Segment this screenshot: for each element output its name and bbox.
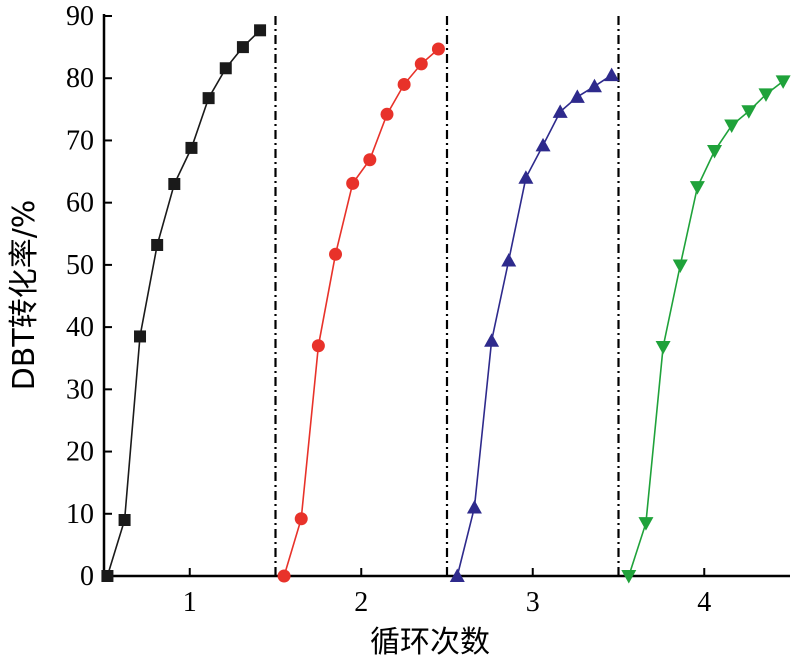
series-4-point bbox=[672, 259, 688, 274]
y-tick-label: 50 bbox=[66, 250, 94, 281]
series-3 bbox=[449, 67, 620, 582]
series-4-line bbox=[628, 80, 784, 577]
axes bbox=[102, 14, 790, 578]
series-2-point bbox=[346, 176, 360, 190]
series-4-point bbox=[655, 341, 671, 355]
series-3-point bbox=[484, 333, 500, 347]
series-4-point bbox=[724, 119, 740, 134]
series-2 bbox=[277, 42, 445, 583]
series-2-point bbox=[329, 247, 343, 261]
series-2-point bbox=[311, 339, 325, 353]
series-2-point bbox=[363, 153, 377, 167]
y-tick-label: 90 bbox=[66, 1, 94, 32]
series-2-point bbox=[431, 42, 445, 56]
y-tick-label: 40 bbox=[66, 312, 94, 343]
y-tick-label: 0 bbox=[80, 561, 94, 592]
x-tick-label: 3 bbox=[526, 587, 540, 618]
series-2-point bbox=[277, 569, 291, 583]
series-3-line bbox=[456, 74, 613, 577]
series-1-point bbox=[254, 24, 267, 37]
x-axis-title: 循环次数 bbox=[370, 625, 490, 660]
series-3-point bbox=[586, 78, 602, 93]
series-3-point bbox=[449, 568, 465, 582]
series-1-point bbox=[202, 92, 215, 105]
series-1-point bbox=[168, 178, 181, 190]
series-2-point bbox=[414, 57, 428, 71]
series-2-point bbox=[294, 512, 308, 526]
series-1-point bbox=[151, 238, 164, 251]
y-tick-label: 10 bbox=[66, 499, 94, 530]
series-4-point bbox=[741, 105, 757, 119]
series-1-line bbox=[106, 29, 261, 577]
series-3-point bbox=[569, 89, 585, 103]
series-4 bbox=[621, 75, 791, 584]
series-4-point bbox=[775, 75, 791, 89]
series-1-point bbox=[101, 570, 114, 582]
series-1-point bbox=[134, 330, 147, 343]
data-series bbox=[101, 24, 791, 584]
y-axis-title: DBT转化率/% bbox=[7, 200, 42, 391]
x-tick-label: 4 bbox=[697, 587, 711, 618]
series-3-point bbox=[466, 500, 482, 514]
series-1 bbox=[101, 24, 267, 582]
x-tick-label: 2 bbox=[354, 587, 368, 618]
y-tick-label: 30 bbox=[66, 374, 94, 405]
y-tick-label: 20 bbox=[66, 437, 94, 468]
series-4-point bbox=[758, 88, 774, 102]
series-4-point bbox=[689, 181, 705, 195]
y-tick-label: 60 bbox=[66, 188, 94, 219]
series-2-point bbox=[397, 77, 411, 91]
series-4-point bbox=[621, 570, 637, 584]
series-4-point bbox=[638, 517, 654, 531]
series-1-point bbox=[236, 41, 249, 54]
series-4-point bbox=[707, 145, 723, 159]
x-axis-ticks: 1 2 3 4 bbox=[183, 568, 711, 618]
cycle-separators bbox=[274, 16, 620, 576]
series-2-point bbox=[380, 107, 394, 121]
series-1-point bbox=[118, 514, 131, 526]
series-1-point bbox=[219, 62, 232, 75]
series-2-line bbox=[283, 48, 439, 577]
series-3-point bbox=[518, 170, 534, 184]
y-axis-ticks: 0 10 20 30 40 50 60 70 80 90 bbox=[66, 1, 112, 592]
x-tick-label: 1 bbox=[183, 587, 197, 618]
series-3-point bbox=[604, 67, 620, 82]
y-tick-label: 70 bbox=[66, 125, 94, 156]
series-1-point bbox=[185, 141, 198, 154]
y-tick-label: 80 bbox=[66, 63, 94, 94]
series-3-point bbox=[552, 104, 568, 118]
series-3-point bbox=[501, 253, 517, 267]
series-3-point bbox=[535, 137, 551, 152]
